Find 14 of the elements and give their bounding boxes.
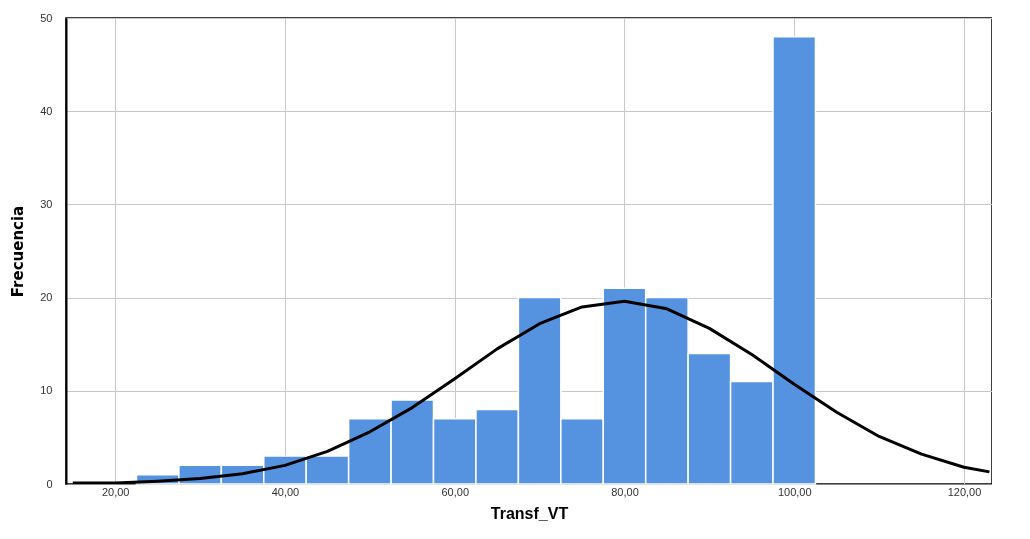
- x-tick-label: 100,00: [777, 485, 812, 498]
- x-tick-label: 120,00: [947, 485, 982, 498]
- y-tick-label: 20: [40, 291, 53, 304]
- y-tick-label: 50: [40, 11, 53, 24]
- y-axis-title: Frecuencia: [9, 205, 28, 298]
- x-tick-label: 20,00: [101, 485, 130, 498]
- x-tick-label: 40,00: [271, 485, 300, 498]
- y-tick-label: 0: [46, 477, 53, 490]
- x-axis-title: Transf_VT: [490, 504, 569, 522]
- y-tick-label: 30: [40, 197, 53, 210]
- x-tick-label: 60,00: [441, 485, 469, 498]
- y-tick-label: 40: [40, 104, 53, 117]
- y-tick-label: 10: [40, 384, 53, 397]
- x-tick-label: 80,00: [611, 485, 639, 498]
